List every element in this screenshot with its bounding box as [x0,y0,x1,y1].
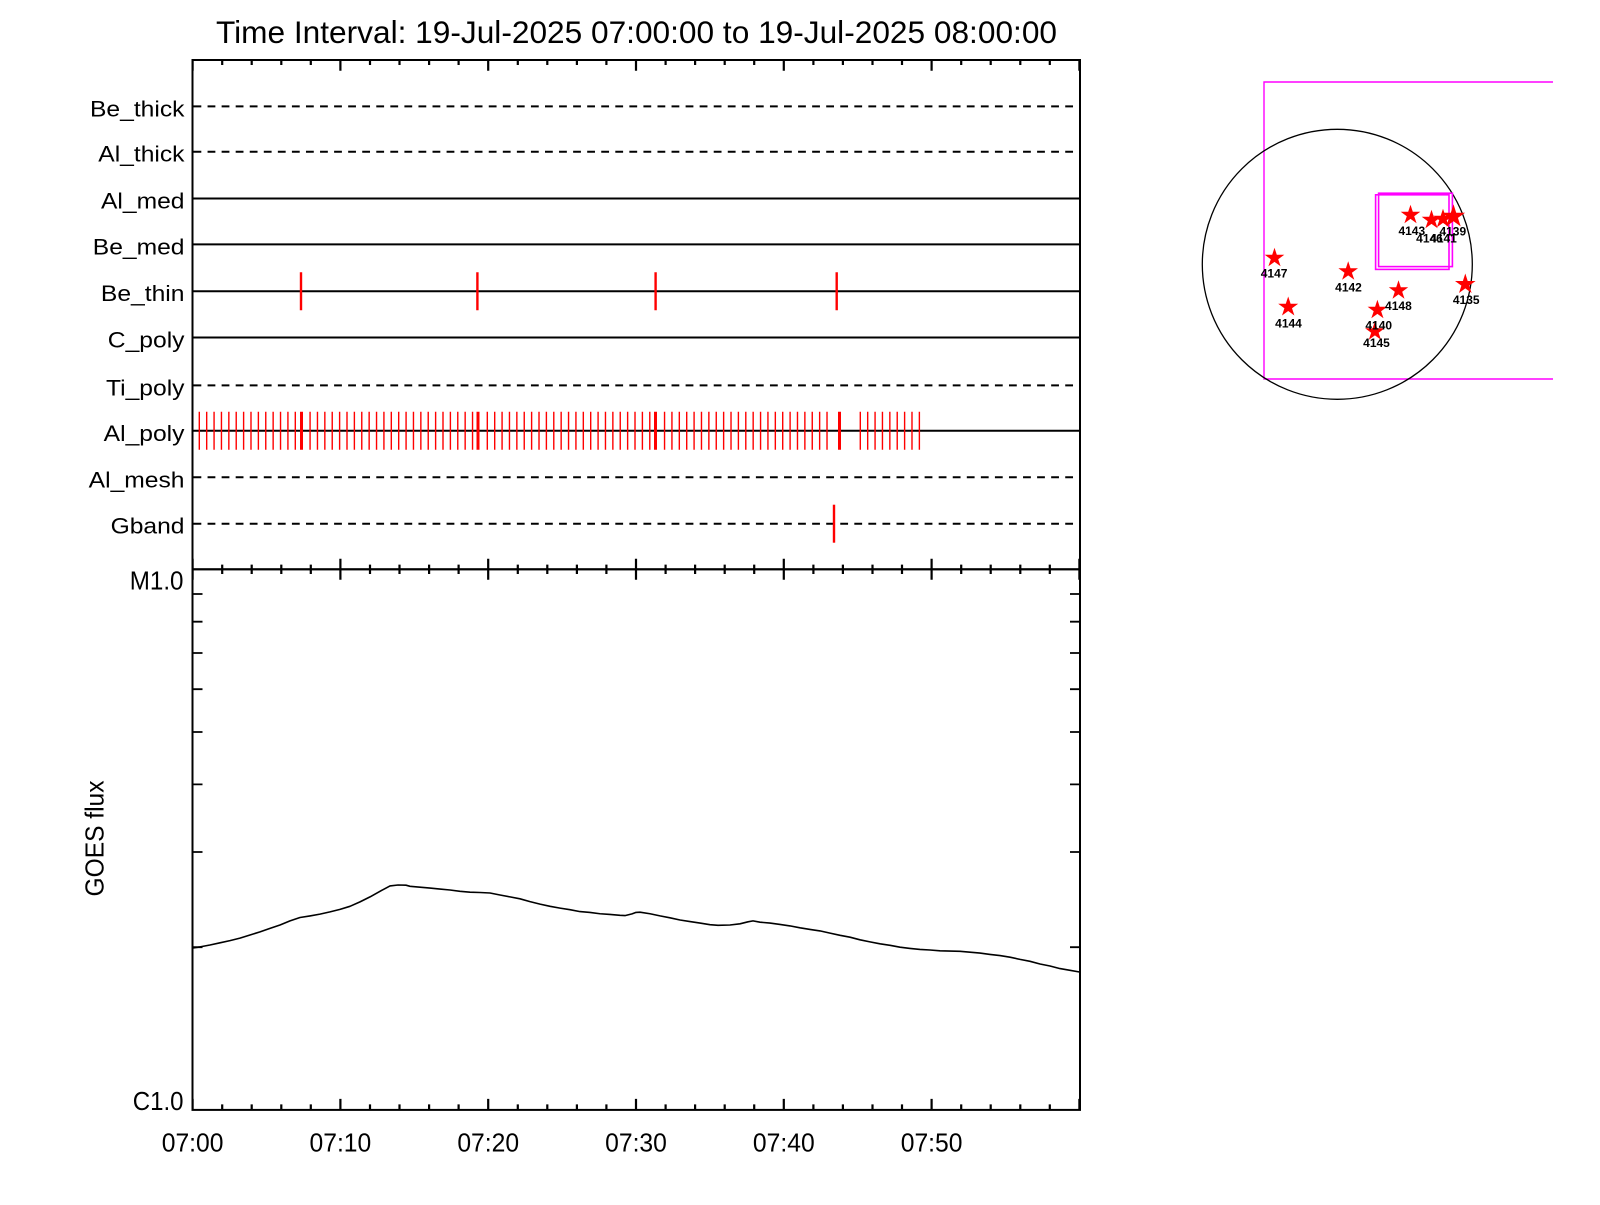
svg-text:4135: 4135 [1453,293,1480,307]
svg-text:Al_poly: Al_poly [104,421,186,446]
svg-text:4147: 4147 [1261,267,1288,281]
svg-text:Time Interval: 19-Jul-2025 07:: Time Interval: 19-Jul-2025 07:00:00 to 1… [216,14,1057,50]
svg-text:C1.0: C1.0 [133,1086,184,1116]
svg-text:4144: 4144 [1275,317,1302,331]
svg-text:07:50: 07:50 [901,1128,963,1158]
svg-text:Al_mesh: Al_mesh [89,467,185,492]
svg-text:07:20: 07:20 [457,1128,519,1158]
svg-text:C_poly: C_poly [108,328,186,353]
svg-text:07:10: 07:10 [310,1128,372,1158]
svg-text:4140: 4140 [1365,318,1392,332]
svg-text:07:40: 07:40 [753,1128,815,1158]
svg-text:Al_med: Al_med [101,189,185,214]
svg-text:Ti_poly: Ti_poly [106,375,186,400]
svg-text:GOES flux: GOES flux [80,781,110,897]
svg-text:4141: 4141 [1430,232,1457,246]
svg-text:4146: 4146 [1416,232,1443,246]
svg-text:Be_thick: Be_thick [90,96,185,121]
svg-text:Be_med: Be_med [93,234,185,259]
svg-text:Gband: Gband [111,514,185,539]
svg-text:4143: 4143 [1398,224,1425,238]
svg-text:Al_thick: Al_thick [98,142,185,167]
svg-text:4139: 4139 [1439,224,1466,238]
svg-text:M1.0: M1.0 [130,566,184,596]
svg-text:Be_thin: Be_thin [101,281,185,306]
svg-text:4145: 4145 [1363,336,1390,350]
svg-text:4148: 4148 [1385,299,1412,313]
svg-text:4142: 4142 [1335,281,1362,295]
svg-text:07:00: 07:00 [162,1128,224,1158]
svg-text:07:30: 07:30 [605,1128,667,1158]
